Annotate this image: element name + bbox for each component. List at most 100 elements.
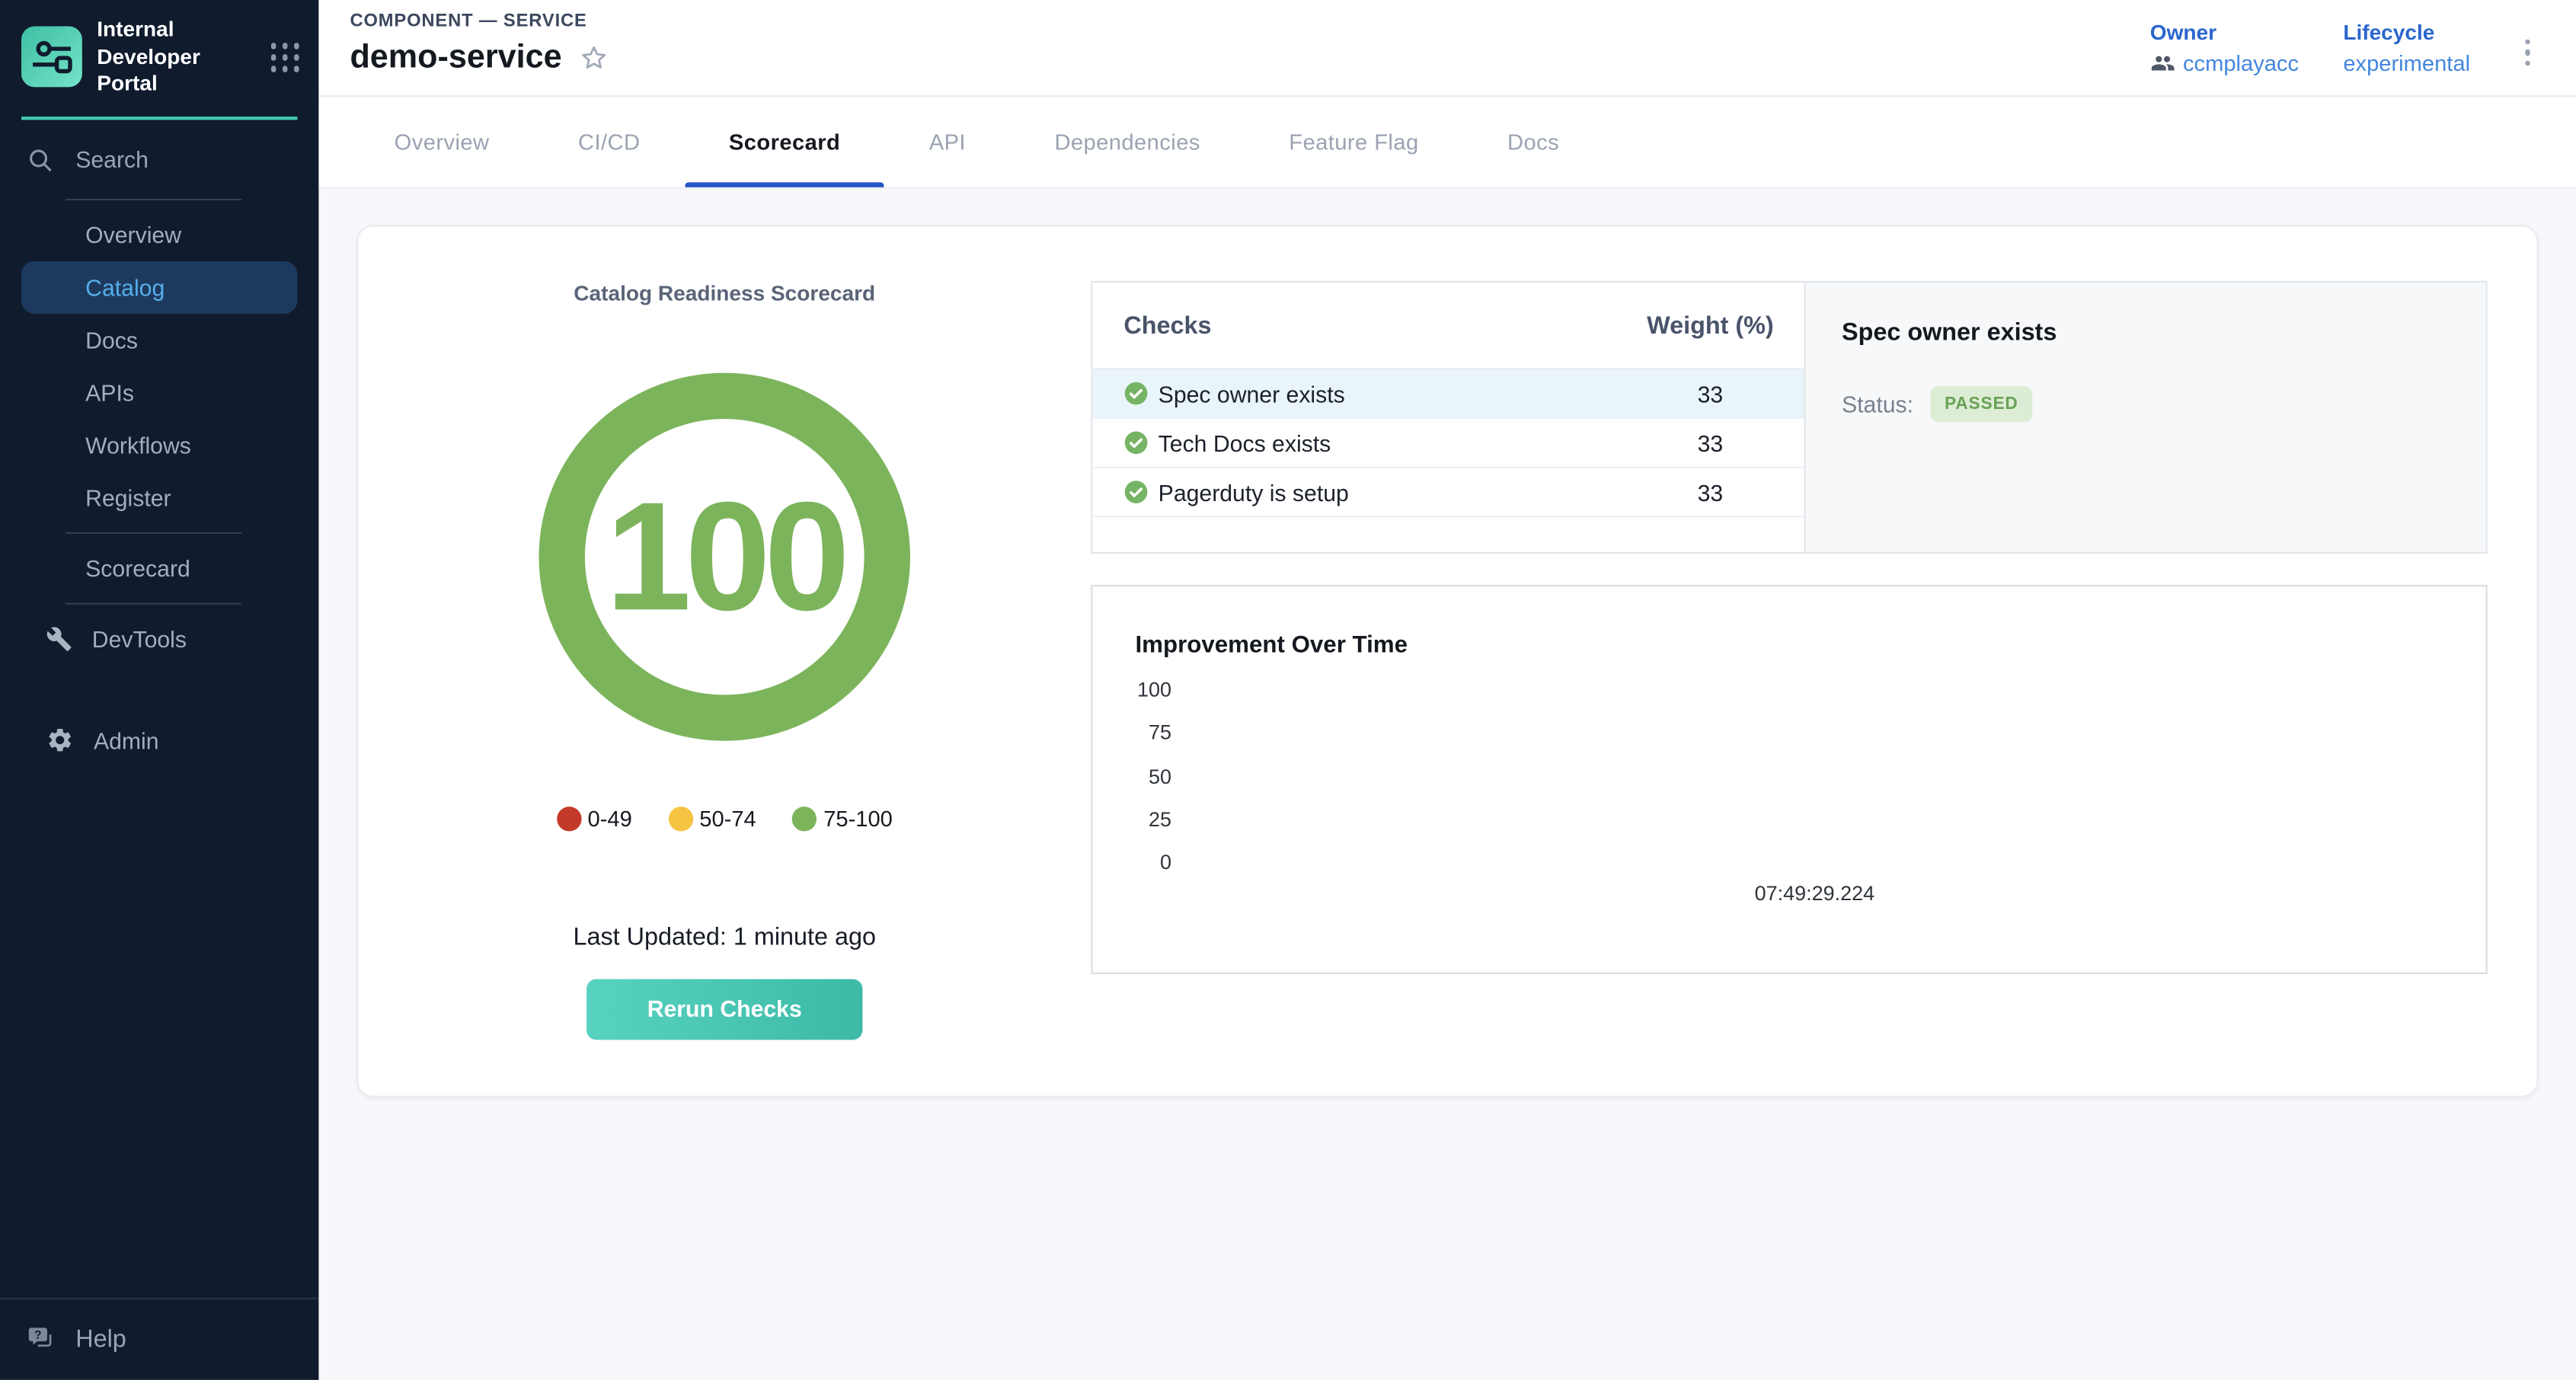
nav-label: Register — [85, 484, 171, 511]
chart-x-axis: 07:49:29.224 — [1181, 882, 2448, 905]
help-label: Help — [75, 1325, 126, 1353]
tab-label: CI/CD — [578, 129, 640, 154]
check-passed-icon — [1123, 480, 1148, 504]
tab-content: Catalog Readiness Scorecard 100 0-49 50-… — [318, 189, 2576, 1380]
tab-label: Scorecard — [729, 129, 840, 154]
sidebar-divider — [66, 602, 241, 604]
sidebar-item-catalog[interactable]: Catalog — [21, 261, 297, 314]
entity-tabs: Overview CI/CD Scorecard API Dependencie… — [318, 97, 2576, 189]
owner-label[interactable]: Owner — [2150, 20, 2299, 44]
sidebar-item-help[interactable]: ? Help — [0, 1298, 318, 1380]
sidebar-item-workflows[interactable]: Workflows — [21, 419, 297, 471]
page-title: demo-service — [350, 40, 561, 78]
check-detail-title: Spec owner exists — [1842, 318, 2453, 347]
check-passed-icon — [1123, 381, 1148, 405]
entity-header: COMPONENT — SERVICE demo-service Owner — [318, 0, 2576, 97]
app-root: Internal Developer Portal Search Overvie… — [0, 0, 2576, 1380]
entity-header-meta: Owner ccmplayacc Lifecycle experimental — [2150, 11, 2540, 95]
sidebar-item-apis[interactable]: APIs — [21, 366, 297, 419]
sidebar-item-overview[interactable]: Overview — [21, 209, 297, 261]
check-row-spec-owner[interactable]: Spec owner exists 33 — [1092, 369, 1804, 419]
tab-label: Overview — [395, 129, 490, 154]
checks-table-header: Checks Weight (%) — [1092, 283, 1804, 369]
column-header-checks: Checks — [1123, 311, 1211, 340]
apps-grid-icon[interactable] — [270, 43, 299, 72]
scorecard-title: Catalog Readiness Scorecard — [574, 281, 875, 305]
nav-label: Workflows — [85, 432, 191, 458]
svg-text:?: ? — [34, 1329, 41, 1342]
y-tick: 25 — [1135, 810, 1171, 831]
chart-title: Improvement Over Time — [1135, 632, 2447, 659]
check-row-pagerduty[interactable]: Pagerduty is setup 33 — [1092, 468, 1804, 518]
tab-label: Dependencies — [1054, 129, 1200, 154]
rerun-checks-button[interactable]: Rerun Checks — [586, 979, 862, 1040]
brand-title: Internal Developer Portal — [97, 17, 251, 99]
sidebar-item-register[interactable]: Register — [21, 471, 297, 524]
check-row-tech-docs[interactable]: Tech Docs exists 33 — [1092, 419, 1804, 468]
status-badge: PASSED — [1930, 386, 2033, 422]
sidebar-item-docs[interactable]: Docs — [21, 314, 297, 366]
lifecycle-block: Lifecycle experimental — [2343, 20, 2470, 95]
legend-dot-red — [557, 806, 581, 830]
tab-overview[interactable]: Overview — [350, 97, 533, 187]
check-weight: 33 — [1620, 430, 1801, 456]
check-label: Tech Docs exists — [1159, 430, 1331, 456]
sidebar-item-devtools[interactable]: DevTools — [21, 612, 297, 665]
entity-header-left: COMPONENT — SERVICE demo-service — [350, 11, 609, 95]
owner-value-link[interactable]: ccmplayacc — [2183, 51, 2299, 75]
sidebar-item-scorecard[interactable]: Scorecard — [21, 542, 297, 595]
legend-dot-green — [792, 806, 817, 830]
sidebar-item-admin[interactable]: Admin — [21, 714, 297, 767]
check-label: Pagerduty is setup — [1159, 479, 1349, 506]
legend-item: 50-74 — [668, 806, 756, 830]
favorite-star-icon[interactable] — [578, 43, 609, 74]
tab-docs[interactable]: Docs — [1463, 97, 1604, 187]
lifecycle-label[interactable]: Lifecycle — [2343, 20, 2470, 44]
y-tick: 0 — [1135, 852, 1171, 874]
check-weight: 33 — [1620, 380, 1801, 407]
checks-table: Checks Weight (%) Spec owner exists 33 T… — [1092, 283, 1804, 552]
nav-label: DevTools — [92, 626, 187, 653]
tab-label: API — [929, 129, 966, 154]
main-area: COMPONENT — SERVICE demo-service Owner — [318, 0, 2576, 1380]
sidebar-divider — [66, 199, 241, 200]
portal-logo-icon — [21, 27, 82, 88]
y-tick: 50 — [1135, 766, 1171, 787]
legend-item: 75-100 — [792, 806, 893, 830]
status-label: Status: — [1842, 391, 1913, 417]
brand: Internal Developer Portal — [0, 0, 318, 117]
tab-scorecard[interactable]: Scorecard — [685, 97, 885, 187]
tab-cicd[interactable]: CI/CD — [534, 97, 685, 187]
improvement-chart: Improvement Over Time 100 75 50 25 0 — [1091, 585, 2487, 974]
tab-api[interactable]: API — [884, 97, 1010, 187]
tab-feature-flag[interactable]: Feature Flag — [1245, 97, 1463, 187]
checks-detail-container: Checks Weight (%) Spec owner exists 33 T… — [1091, 281, 2487, 554]
search-label: Search — [75, 147, 149, 174]
legend-label: 0-49 — [588, 806, 632, 830]
sidebar: Internal Developer Portal Search Overvie… — [0, 0, 318, 1380]
legend-item: 0-49 — [557, 806, 632, 830]
search-icon — [27, 146, 55, 174]
breadcrumb: COMPONENT — SERVICE — [350, 11, 609, 31]
score-ring: 100 — [539, 373, 909, 740]
checks-section: Checks Weight (%) Spec owner exists 33 T… — [1091, 281, 2487, 1040]
lifecycle-value: experimental — [2343, 51, 2470, 75]
sidebar-spacer — [0, 767, 318, 1298]
sidebar-item-search[interactable]: Search — [0, 120, 318, 190]
nav-label: Catalog — [85, 274, 165, 301]
active-tab-underline — [685, 181, 885, 187]
tab-label: Feature Flag — [1289, 129, 1418, 154]
nav-label: APIs — [85, 379, 134, 406]
kebab-menu-icon[interactable] — [2514, 33, 2539, 73]
gear-icon — [46, 727, 74, 755]
tab-dependencies[interactable]: Dependencies — [1010, 97, 1245, 187]
legend-label: 50-74 — [699, 806, 756, 830]
scorecard-card: Catalog Readiness Scorecard 100 0-49 50-… — [356, 225, 2538, 1097]
legend-label: 75-100 — [823, 806, 893, 830]
check-label: Spec owner exists — [1159, 380, 1345, 407]
legend-dot-yellow — [668, 806, 692, 830]
wrench-icon — [46, 626, 72, 653]
score-section: Catalog Readiness Scorecard 100 0-49 50-… — [358, 281, 1091, 1040]
nav-label: Scorecard — [85, 555, 190, 582]
column-header-weight: Weight (%) — [1620, 311, 1801, 340]
